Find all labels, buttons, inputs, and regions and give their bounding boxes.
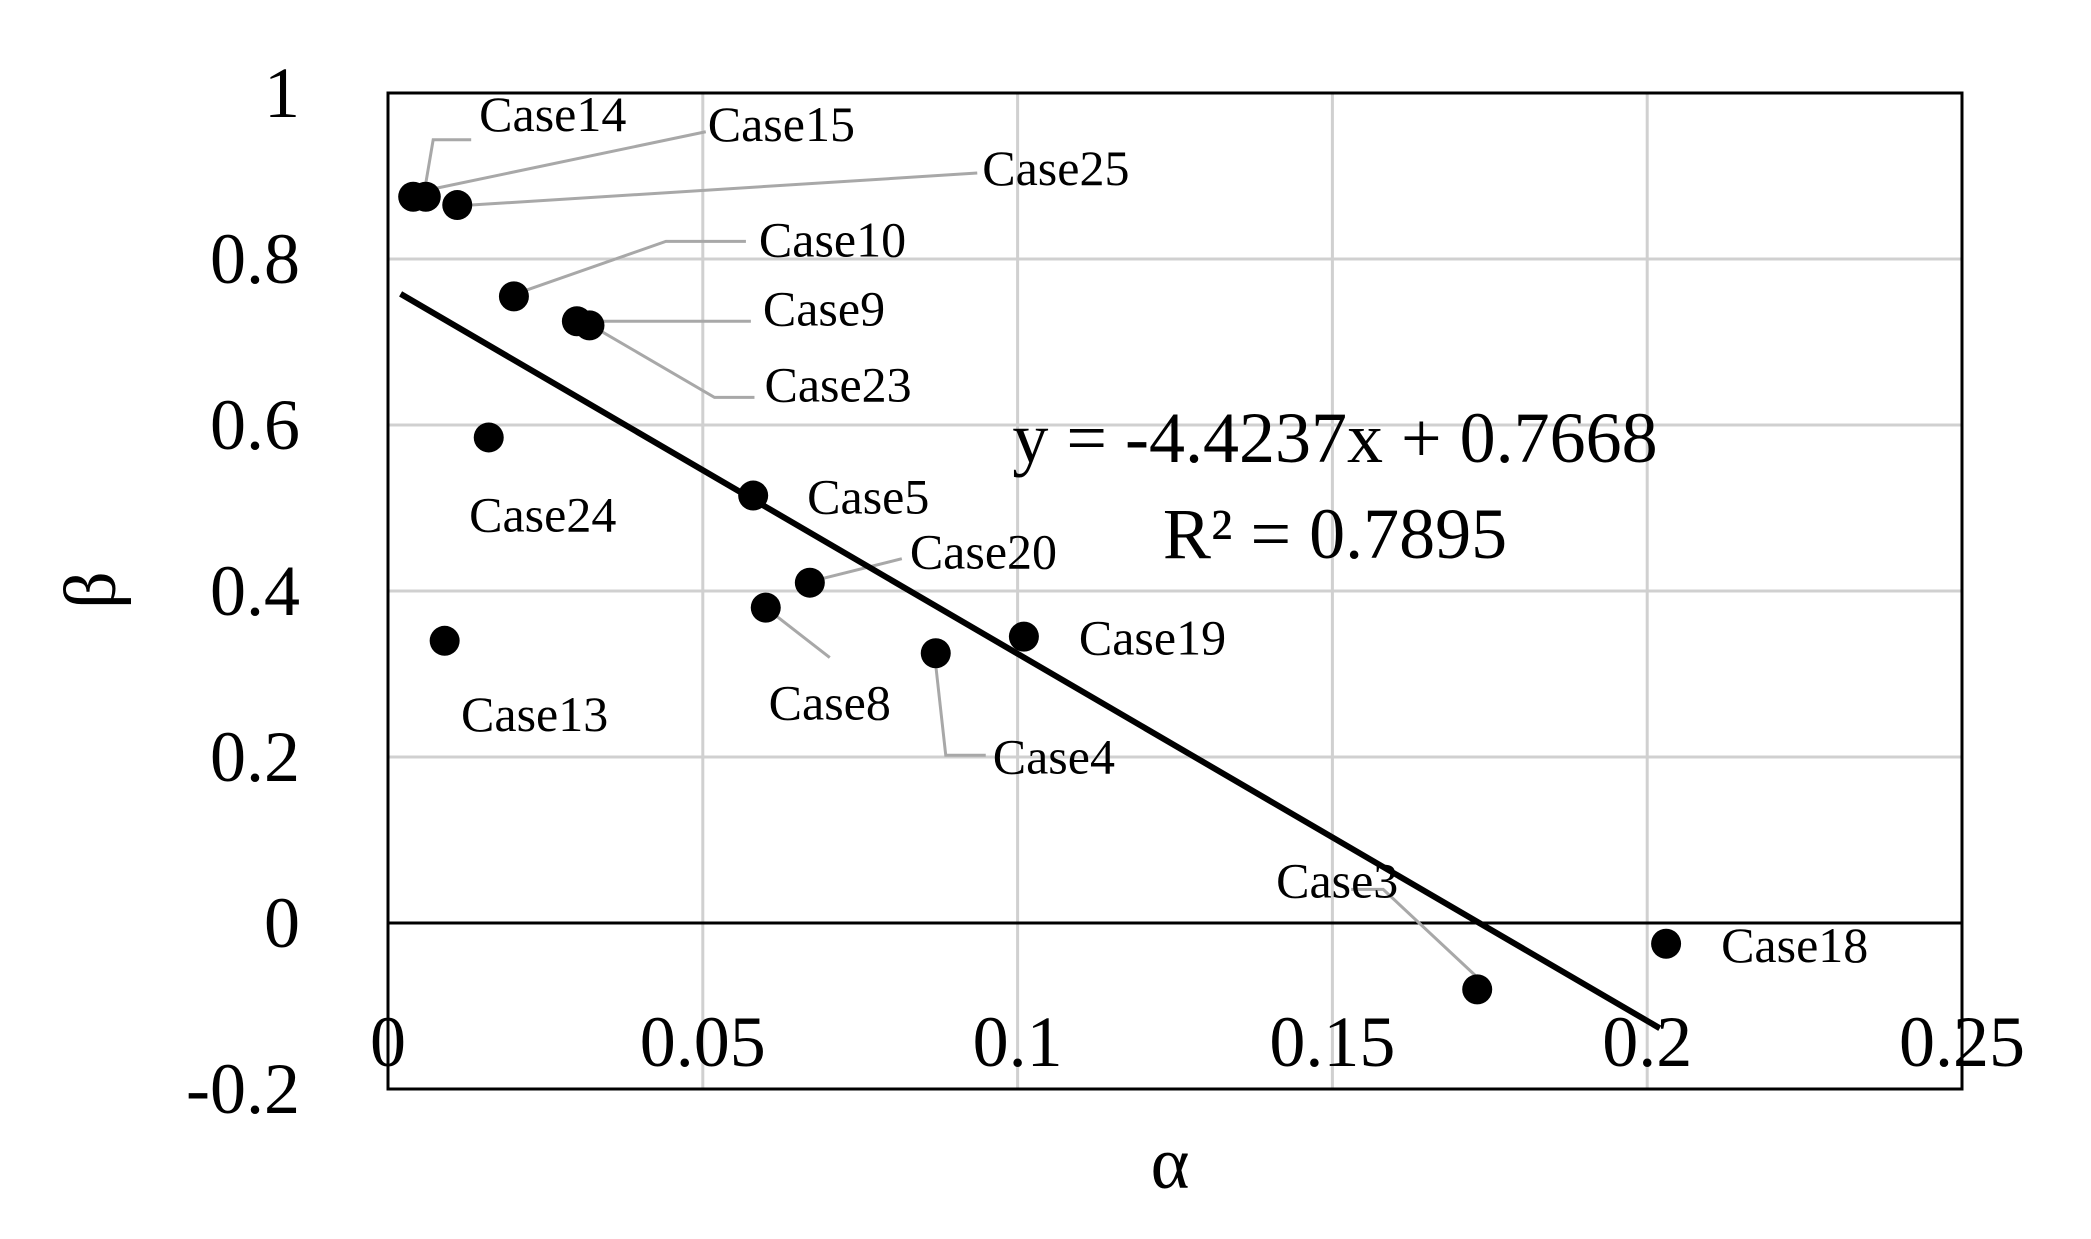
x-tick-label-3: 0.15 bbox=[1269, 1002, 1395, 1082]
point-label-case3: Case3 bbox=[1276, 852, 1398, 908]
y-tick-label-6: -0.2 bbox=[186, 1049, 300, 1129]
leader-case15 bbox=[433, 130, 707, 191]
x-tick-label-5: 0.25 bbox=[1899, 1002, 2025, 1082]
y-tick-labels: 1 0.8 0.6 0.4 0.2 0 -0.2 bbox=[186, 53, 300, 1129]
point-label-case20: Case20 bbox=[910, 524, 1057, 580]
point-label-case5: Case5 bbox=[807, 469, 929, 525]
point-label-case19: Case19 bbox=[1079, 610, 1226, 666]
label-leader-lines bbox=[423, 130, 1477, 977]
x-tick-label-2: 0.1 bbox=[973, 1002, 1063, 1082]
point-case25 bbox=[442, 190, 473, 221]
point-label-case8: Case8 bbox=[769, 675, 891, 731]
point-case10 bbox=[498, 281, 529, 312]
y-axis-title: β bbox=[50, 571, 132, 609]
trendline bbox=[399, 291, 1662, 1031]
point-label-case10: Case10 bbox=[759, 211, 906, 267]
point-case20 bbox=[794, 567, 825, 598]
point-case19 bbox=[1008, 621, 1039, 652]
y-tick-label-3: 0.4 bbox=[210, 551, 300, 631]
leader-case25 bbox=[471, 171, 978, 207]
y-tick-label-1: 0.8 bbox=[210, 219, 300, 299]
leader-case14 bbox=[423, 138, 472, 188]
x-tick-label-1: 0.05 bbox=[640, 1002, 766, 1082]
leader-case4 bbox=[934, 665, 986, 757]
leader-case20 bbox=[821, 557, 903, 581]
leader-case8 bbox=[774, 614, 831, 659]
point-case23 bbox=[574, 310, 605, 341]
point-label-case14: Case14 bbox=[479, 86, 626, 142]
point-label-case25: Case25 bbox=[982, 140, 1129, 196]
x-axis-title: α bbox=[1151, 1123, 1190, 1205]
y-tick-label-2: 0.6 bbox=[210, 385, 300, 465]
point-label-case24: Case24 bbox=[469, 486, 616, 542]
y-tick-label-5: 0 bbox=[264, 883, 300, 963]
leader-case23 bbox=[600, 330, 755, 399]
point-case4 bbox=[920, 638, 951, 669]
point-case3 bbox=[1462, 974, 1493, 1005]
point-case8 bbox=[750, 592, 781, 623]
y-tick-label-4: 0.2 bbox=[210, 717, 300, 797]
point-case24 bbox=[473, 422, 504, 453]
x-tick-label-4: 0.2 bbox=[1602, 1002, 1692, 1082]
point-label-case9: Case9 bbox=[763, 280, 885, 336]
data-points bbox=[398, 181, 1682, 1005]
trendline-r-squared: R² = 0.7895 bbox=[1163, 494, 1507, 574]
x-tick-labels: 0 0.05 0.1 0.15 0.2 0.25 bbox=[370, 1002, 2025, 1082]
point-labels: Case14 Case15 Case25 Case10 Case9 Case23 Case2… bbox=[461, 86, 1868, 973]
leader-case10 bbox=[525, 239, 746, 292]
point-label-case4: Case4 bbox=[993, 728, 1115, 784]
y-tick-label-0: 1 bbox=[264, 53, 300, 133]
trendline-equation: y = -4.4237x + 0.7668 bbox=[1012, 398, 1657, 478]
point-label-case15: Case15 bbox=[708, 96, 855, 152]
point-case13 bbox=[429, 625, 460, 656]
point-case18 bbox=[1651, 928, 1682, 959]
point-case5 bbox=[738, 480, 769, 511]
leader-case3 bbox=[1351, 887, 1477, 977]
plot-frame bbox=[386, 91, 1964, 1091]
point-label-case18: Case18 bbox=[1721, 917, 1868, 973]
point-case15 bbox=[410, 181, 441, 212]
x-tick-label-0: 0 bbox=[370, 1002, 406, 1082]
point-label-case23: Case23 bbox=[764, 356, 911, 412]
point-label-case13: Case13 bbox=[461, 686, 608, 742]
